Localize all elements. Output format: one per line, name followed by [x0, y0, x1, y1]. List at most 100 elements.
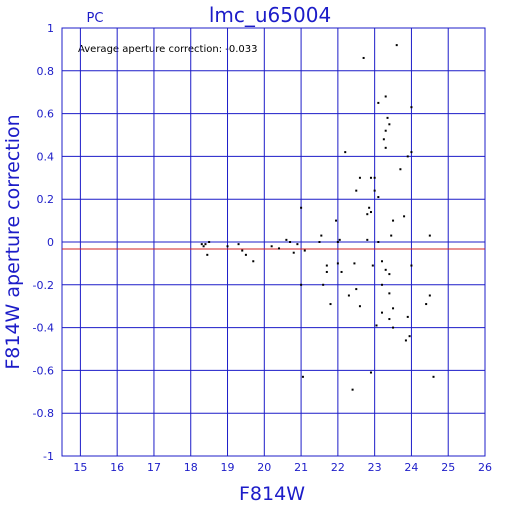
point: [392, 219, 395, 222]
point: [410, 106, 413, 109]
point: [403, 215, 406, 218]
point: [369, 176, 372, 179]
annotation: Average aperture correction: -0.033: [78, 44, 258, 55]
y-tick-label: -0.4: [33, 322, 54, 335]
y-axis-label: F814W aperture correction: [2, 114, 24, 369]
point: [368, 206, 371, 209]
point: [289, 241, 292, 243]
point: [362, 56, 365, 59]
point: [226, 245, 229, 248]
point: [300, 206, 303, 209]
point: [241, 249, 244, 252]
point: [392, 307, 395, 310]
point: [432, 375, 435, 378]
point: [410, 151, 413, 154]
y-tick-label: -0.6: [33, 364, 54, 377]
x-tick-label: 15: [73, 461, 87, 474]
point: [404, 339, 407, 342]
point: [338, 238, 341, 241]
point: [292, 251, 295, 254]
y-tick-label: -0.8: [33, 407, 54, 420]
point: [202, 245, 205, 248]
point: [388, 318, 391, 321]
x-tick-label: 21: [294, 461, 308, 474]
point: [392, 326, 395, 329]
point: [329, 303, 332, 306]
point: [410, 264, 413, 267]
point: [351, 388, 354, 391]
point: [340, 270, 343, 273]
point: [384, 146, 387, 149]
point: [369, 371, 372, 374]
point: [204, 243, 207, 246]
x-tick-label: 23: [368, 461, 382, 474]
point: [358, 176, 361, 179]
point: [320, 234, 323, 237]
x-axis-label: F814W: [239, 483, 305, 505]
point: [425, 303, 428, 306]
x-tick-label: 16: [110, 461, 124, 474]
point: [270, 245, 273, 248]
point: [395, 44, 398, 47]
point: [355, 189, 358, 192]
x-tick-label: 17: [147, 461, 161, 474]
point: [206, 253, 209, 256]
point: [325, 270, 328, 273]
point: [388, 273, 391, 276]
point: [278, 247, 281, 250]
point: [408, 335, 411, 338]
point: [336, 241, 339, 243]
chart-title: lmc_u65004: [209, 3, 331, 27]
point: [335, 219, 338, 222]
point: [388, 123, 391, 126]
point: [369, 211, 372, 214]
point: [390, 234, 393, 237]
point: [208, 241, 211, 243]
point: [200, 243, 203, 246]
y-tick-label: 0.2: [37, 193, 55, 206]
point: [382, 138, 385, 141]
point: [353, 262, 356, 265]
point: [237, 243, 240, 246]
y-tick-label: -1: [43, 450, 54, 463]
y-tick-label: 0.8: [37, 65, 55, 78]
y-tick-label: -0.2: [33, 279, 54, 292]
x-tick-label: 22: [331, 461, 345, 474]
point: [377, 101, 380, 104]
point: [375, 324, 378, 327]
x-tick-label: 20: [257, 461, 271, 474]
point: [336, 262, 339, 265]
point: [399, 168, 402, 171]
point: [384, 95, 387, 98]
point: [347, 294, 350, 297]
point: [371, 264, 374, 267]
point: [285, 238, 288, 241]
point: [377, 241, 380, 243]
point: [252, 260, 255, 263]
x-tick-label: 25: [441, 461, 455, 474]
point: [373, 189, 376, 192]
point: [384, 268, 387, 271]
point: [428, 234, 431, 237]
point: [325, 264, 328, 267]
point: [300, 283, 303, 286]
point: [244, 253, 247, 256]
point: [428, 294, 431, 297]
x-tick-label: 24: [404, 461, 418, 474]
point: [355, 288, 358, 291]
plot-frame: [61, 27, 486, 457]
point: [384, 129, 387, 132]
point: [296, 243, 299, 246]
point: [358, 305, 361, 308]
point: [386, 116, 389, 119]
point: [388, 292, 391, 295]
point: [318, 241, 321, 243]
point: [301, 375, 304, 378]
x-tick-label: 18: [184, 461, 198, 474]
x-tick-label: 26: [478, 461, 492, 474]
point: [366, 238, 369, 241]
y-tick-label: 0.4: [37, 150, 55, 163]
point: [381, 260, 384, 263]
point: [366, 213, 369, 216]
